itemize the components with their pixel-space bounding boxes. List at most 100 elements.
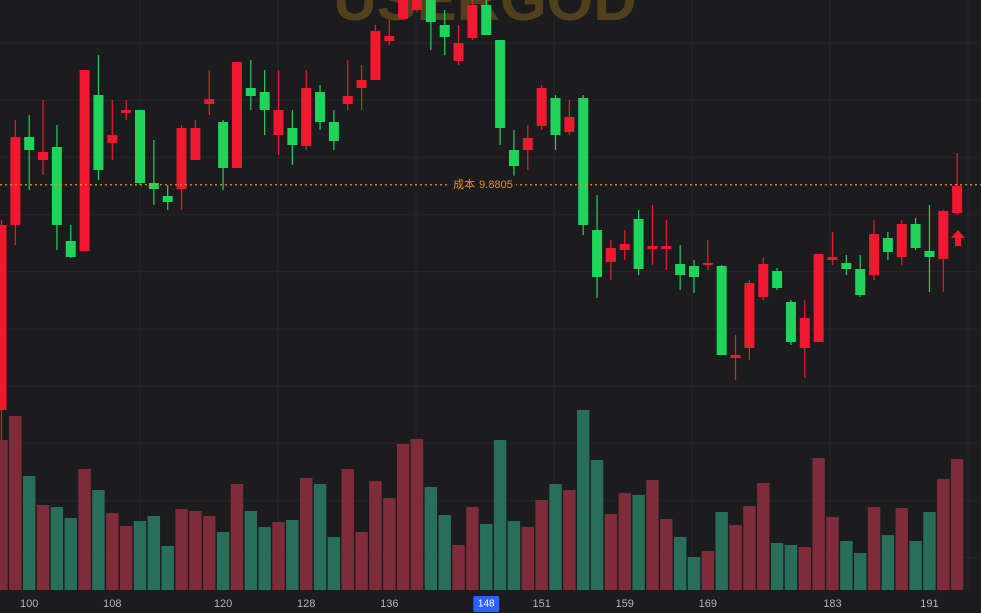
x-label-highlight bbox=[473, 596, 500, 612]
candle-body bbox=[744, 283, 755, 348]
volume-bar bbox=[0, 440, 8, 590]
volume-bar bbox=[909, 541, 922, 590]
candle-body bbox=[564, 117, 575, 132]
candle-body bbox=[647, 246, 658, 249]
cost-label: 成本 9.8805 bbox=[453, 177, 513, 191]
volume-bar bbox=[521, 527, 534, 590]
x-tick-label: 191 bbox=[920, 598, 938, 610]
x-tick-label: 128 bbox=[297, 598, 315, 610]
volume-bar bbox=[480, 524, 493, 590]
candle-body bbox=[301, 88, 312, 146]
volume-bar bbox=[36, 505, 50, 590]
volume-bar bbox=[604, 514, 618, 590]
volume-bar bbox=[369, 481, 382, 590]
candle-body bbox=[65, 241, 76, 257]
candle-body bbox=[384, 36, 395, 41]
candle-body bbox=[190, 128, 201, 160]
candle-body bbox=[578, 98, 589, 225]
volume-bar bbox=[272, 522, 285, 590]
candle-body bbox=[38, 152, 49, 160]
volume-bar bbox=[396, 444, 410, 590]
volume-bar bbox=[646, 480, 659, 590]
volume-bar bbox=[660, 519, 673, 590]
candle-body bbox=[10, 137, 21, 225]
volume-bar bbox=[216, 532, 230, 590]
candle-body bbox=[425, 0, 436, 22]
volume-bar bbox=[590, 460, 604, 590]
candle-body bbox=[356, 80, 367, 88]
volume-bar bbox=[798, 547, 811, 590]
candle-body bbox=[522, 138, 533, 150]
x-axis: 100 108 120 128 136 148 151 159 169 183 191 bbox=[20, 596, 939, 612]
volume-bar bbox=[78, 469, 91, 590]
volume-bar bbox=[106, 513, 119, 590]
volume-bar bbox=[452, 545, 465, 590]
candle-body bbox=[231, 62, 242, 168]
volume-bar bbox=[563, 490, 576, 590]
volume-bar bbox=[840, 541, 853, 590]
candle-body bbox=[370, 31, 381, 80]
candle-body bbox=[273, 110, 284, 135]
x-tick-label: 159 bbox=[616, 598, 634, 610]
candle-body bbox=[910, 224, 921, 248]
x-tick-label: 136 bbox=[380, 598, 398, 610]
candle-body bbox=[952, 186, 963, 213]
candle-body bbox=[79, 70, 90, 251]
volume-bar bbox=[770, 543, 784, 590]
volume-bar bbox=[701, 551, 715, 590]
candle-body bbox=[135, 110, 145, 183]
volume-bar bbox=[549, 484, 562, 590]
candle-body bbox=[315, 92, 326, 122]
volume-bar bbox=[424, 487, 438, 590]
candle-body bbox=[550, 98, 561, 135]
x-tick-label: 148 bbox=[478, 599, 495, 610]
cost-label-bg bbox=[450, 175, 516, 192]
candle-body bbox=[148, 183, 159, 189]
volume-bar bbox=[618, 493, 631, 590]
volume-bar bbox=[673, 537, 687, 590]
volume-bar bbox=[577, 410, 590, 590]
volume-bar bbox=[203, 516, 216, 590]
candle-layer bbox=[0, 0, 963, 440]
volume-bar bbox=[632, 495, 645, 590]
candle-body bbox=[162, 196, 173, 202]
volume-layer bbox=[0, 410, 964, 590]
candle-body bbox=[24, 137, 35, 150]
candle-body bbox=[508, 150, 519, 166]
volume-bar bbox=[230, 484, 244, 590]
candle-body bbox=[495, 40, 506, 128]
candle-body bbox=[633, 219, 644, 269]
volume-bar bbox=[867, 507, 881, 590]
volume-bar bbox=[9, 416, 22, 590]
volume-bar bbox=[937, 479, 950, 590]
candle-body bbox=[772, 271, 783, 288]
candle-body bbox=[259, 92, 270, 110]
candle-body bbox=[398, 0, 409, 19]
candle-body bbox=[924, 251, 935, 257]
volume-bar bbox=[313, 484, 327, 590]
candle-body bbox=[121, 110, 132, 113]
volume-bar bbox=[715, 512, 728, 590]
volume-bar bbox=[258, 527, 271, 590]
candle-body bbox=[758, 264, 769, 297]
volume-bar bbox=[687, 557, 701, 590]
x-tick-label: 108 bbox=[103, 598, 121, 610]
candle-body bbox=[467, 5, 478, 38]
volume-bar bbox=[757, 483, 770, 590]
candle-body bbox=[287, 128, 298, 145]
cost-label-name: 成本 bbox=[453, 177, 475, 191]
volume-bar bbox=[341, 469, 354, 590]
candle-body bbox=[869, 234, 880, 275]
candle-body bbox=[439, 25, 450, 37]
volume-bar bbox=[92, 490, 105, 590]
volume-bar bbox=[950, 459, 964, 590]
buy-marker bbox=[951, 230, 965, 246]
candle-body bbox=[51, 147, 62, 225]
volume-bar bbox=[438, 515, 451, 590]
candle-body bbox=[841, 263, 852, 269]
volume-bar bbox=[383, 498, 396, 590]
candle-body bbox=[813, 254, 824, 342]
volume-bar bbox=[175, 509, 188, 590]
candle-body bbox=[855, 269, 866, 295]
